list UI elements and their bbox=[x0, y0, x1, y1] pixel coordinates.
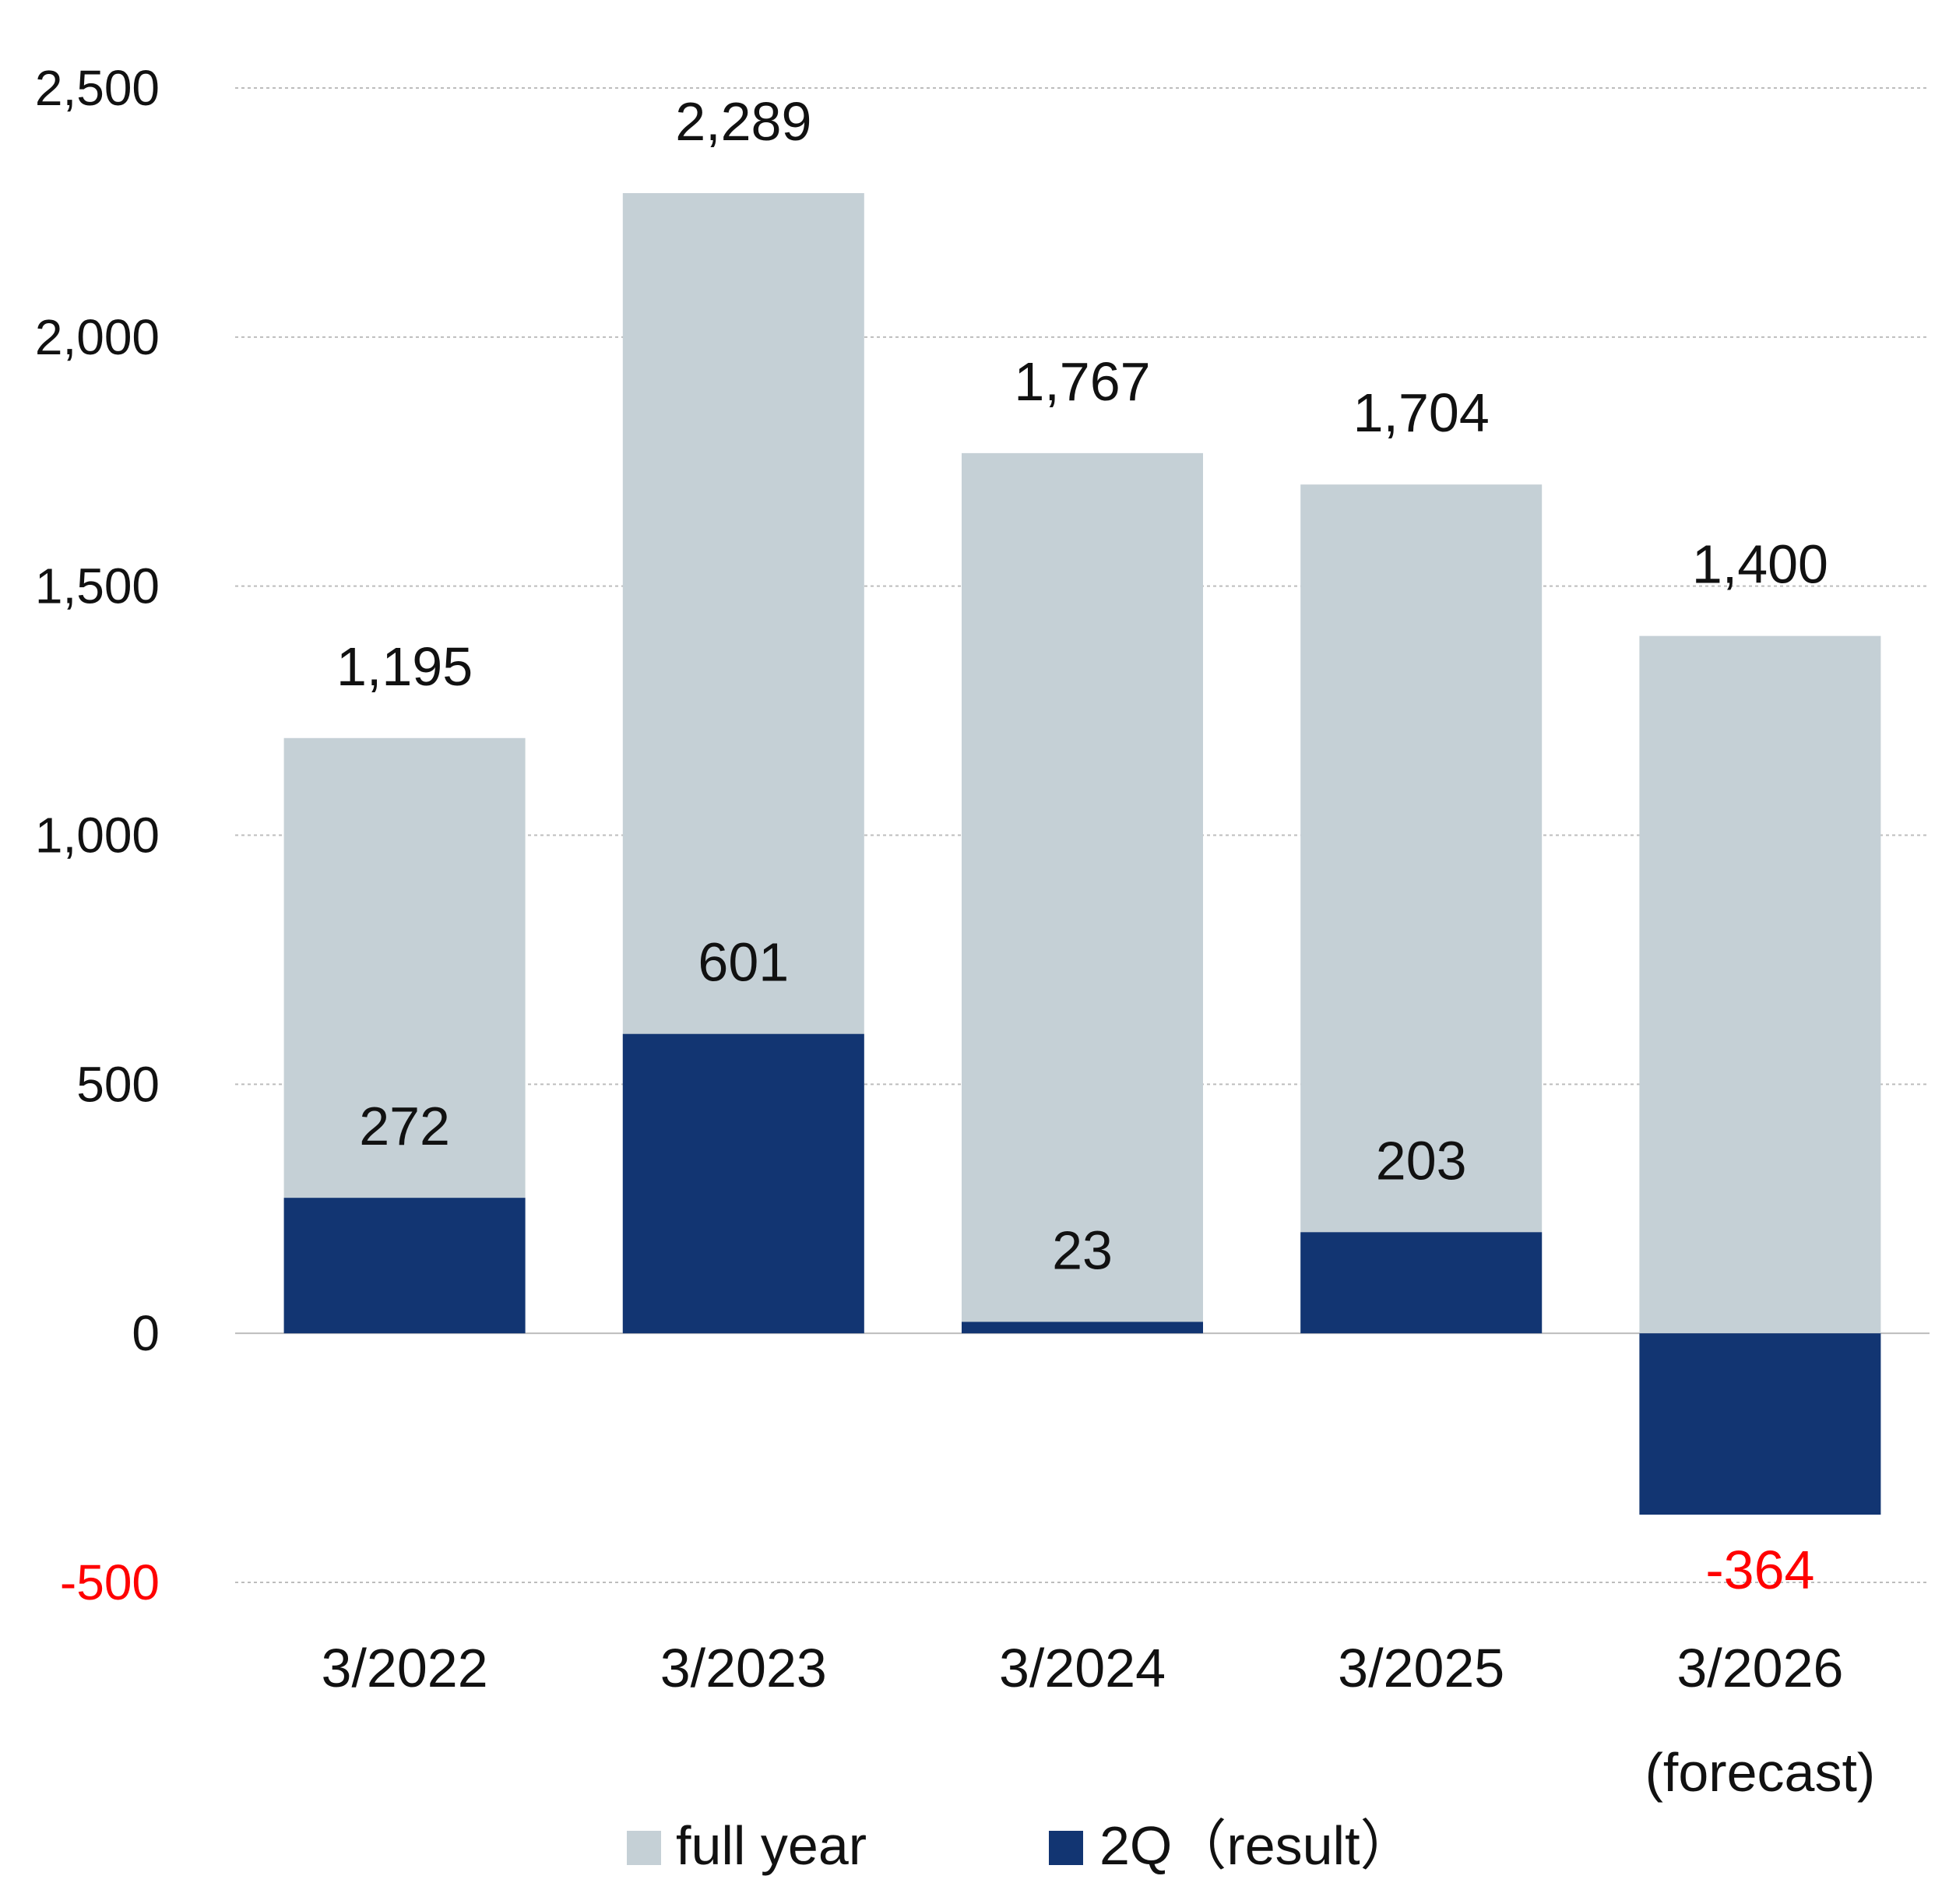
data-label-full-year: 1,400 bbox=[1692, 534, 1828, 595]
category-sublabel: (forecast) bbox=[1645, 1742, 1876, 1803]
bar-2q-result bbox=[962, 1322, 1203, 1334]
bar-2q-result bbox=[1639, 1333, 1881, 1515]
y-tick-label: 2,000 bbox=[35, 309, 160, 365]
data-label-full-year: 1,704 bbox=[1353, 382, 1490, 443]
y-tick-label: -500 bbox=[60, 1554, 160, 1610]
data-label-2q: 23 bbox=[1052, 1219, 1113, 1280]
category-label: 3/2026 bbox=[1676, 1638, 1843, 1698]
y-tick-label: 1,500 bbox=[35, 558, 160, 614]
category-label: 3/2023 bbox=[660, 1638, 827, 1698]
data-label-2q: 203 bbox=[1376, 1130, 1467, 1191]
category-label: 3/2024 bbox=[999, 1638, 1166, 1698]
bar-2q-result bbox=[622, 1033, 864, 1334]
bar-full-year bbox=[1300, 484, 1543, 1334]
bar-full-year bbox=[962, 452, 1203, 1334]
y-tick-label: 2,500 bbox=[35, 60, 160, 116]
bar-full-year bbox=[1639, 635, 1881, 1334]
legend-swatch-full-year bbox=[627, 1831, 661, 1865]
data-label-2q: 272 bbox=[359, 1096, 450, 1156]
data-label-2q: -364 bbox=[1705, 1540, 1814, 1600]
data-label-2q: 601 bbox=[698, 932, 789, 993]
data-label-full-year: 1,195 bbox=[336, 636, 473, 697]
bar-2q-result bbox=[1300, 1232, 1543, 1334]
y-tick-label: 500 bbox=[76, 1056, 160, 1112]
legend-swatch-2q-result bbox=[1049, 1831, 1083, 1865]
data-label-full-year: 1,767 bbox=[1014, 351, 1150, 412]
category-label: 3/2025 bbox=[1338, 1638, 1504, 1698]
category-label: 3/2022 bbox=[322, 1638, 488, 1698]
y-tick-label: 1,000 bbox=[35, 808, 160, 864]
bar-2q-result bbox=[283, 1198, 526, 1334]
legend-label-2q-result: 2Q（result） bbox=[1099, 1815, 1415, 1876]
legend-label-full-year: full year bbox=[676, 1815, 867, 1876]
data-label-full-year: 2,289 bbox=[675, 91, 811, 152]
y-tick-label: 0 bbox=[132, 1305, 160, 1361]
